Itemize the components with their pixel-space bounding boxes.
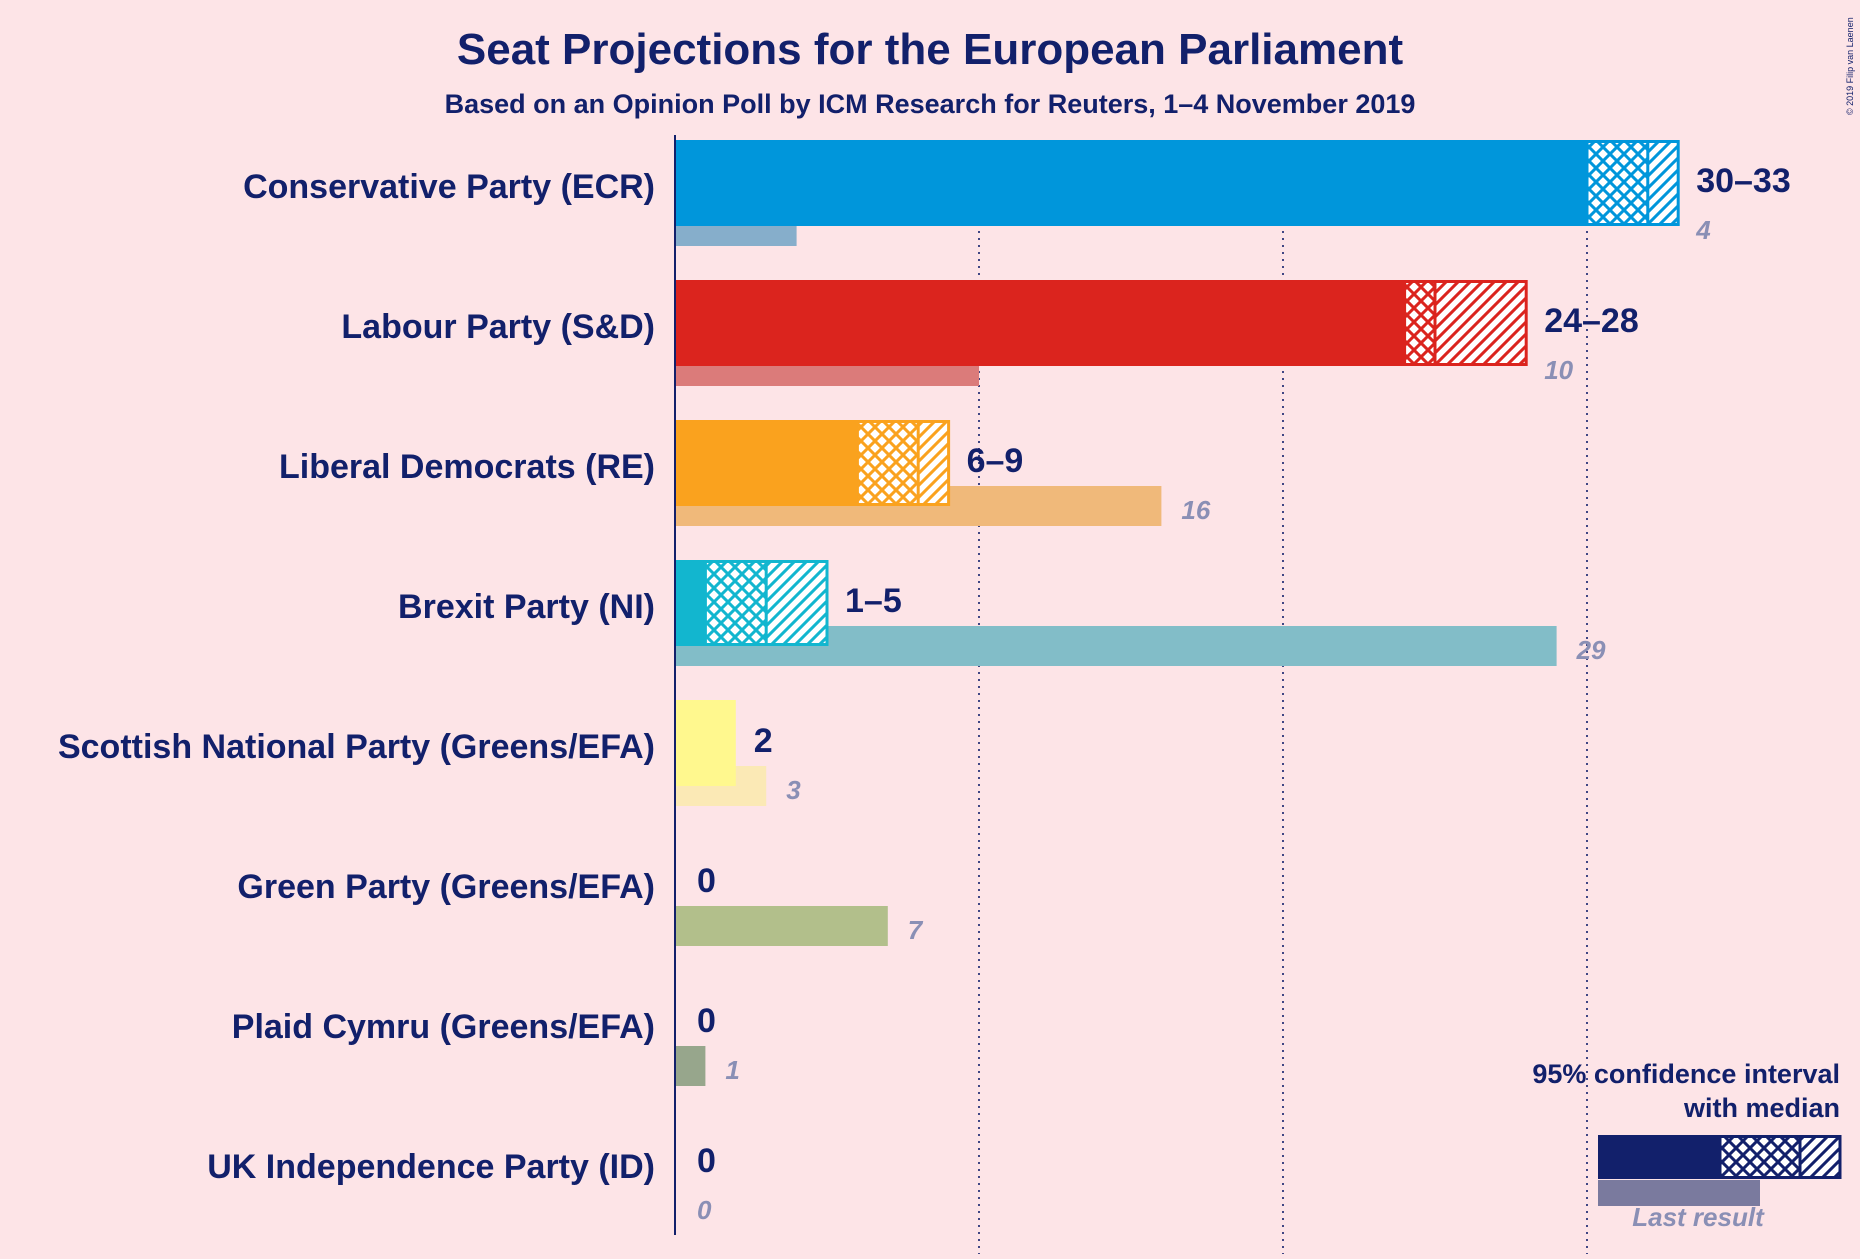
- ci-outline: [1403, 280, 1528, 366]
- ci-outline: [855, 420, 951, 506]
- copyright-notice: © 2019 Filip van Laenen: [1845, 17, 1855, 115]
- legend-ci-outline: [1718, 1135, 1842, 1179]
- chart-title: Seat Projections for the European Parlia…: [457, 25, 1404, 74]
- legend: 95% confidence interval with median Last…: [1532, 1059, 1842, 1232]
- chart-subtitle: Based on an Opinion Poll by ICM Research…: [445, 89, 1416, 119]
- last-result-label: 7: [908, 915, 924, 945]
- party-row: Brexit Party (NI) 1–5 29: [398, 560, 1606, 666]
- party-label: Brexit Party (NI): [398, 588, 655, 626]
- party-row: Conservative Party (ECR) 30–33 4: [243, 140, 1791, 246]
- ci-lower-segment: [1587, 143, 1648, 223]
- last-result-label: 3: [786, 775, 801, 805]
- projection-bar: [675, 280, 1405, 366]
- last-result-bar: [675, 906, 888, 946]
- party-row: Plaid Cymru (Greens/EFA) 01: [232, 1002, 740, 1086]
- legend-bar-swatch: [1598, 1135, 1720, 1179]
- party-label: Liberal Democrats (RE): [279, 448, 655, 486]
- ci-lower-segment: [705, 563, 767, 643]
- legend-last-result-label: Last result: [1632, 1202, 1765, 1232]
- last-result-label: 29: [1576, 635, 1606, 665]
- range-label: 1–5: [845, 582, 902, 620]
- range-label: 30–33: [1696, 162, 1791, 200]
- legend-ci-lower-swatch: [1720, 1137, 1800, 1177]
- range-label: 0: [697, 1142, 716, 1180]
- legend-ci-line1: 95% confidence interval: [1532, 1059, 1840, 1089]
- projection-bar: [675, 700, 736, 786]
- ci-outline: [1585, 140, 1680, 226]
- bars: Conservative Party (ECR) 30–33 4 Labour Par…: [58, 140, 1791, 1225]
- party-label: Green Party (Greens/EFA): [237, 868, 655, 906]
- party-label: Conservative Party (ECR): [243, 168, 655, 206]
- projection-bar: [675, 140, 1587, 226]
- projection-bar: [675, 420, 858, 506]
- party-row: Scottish National Party (Greens/EFA) 23: [58, 700, 801, 806]
- projection-bar: [675, 560, 706, 646]
- range-label: 0: [697, 862, 716, 900]
- last-result-label: 0: [697, 1195, 712, 1225]
- last-result-label: 16: [1181, 495, 1210, 525]
- party-label: Labour Party (S&D): [341, 308, 655, 346]
- party-row: Green Party (Greens/EFA) 0 7: [237, 862, 924, 946]
- ci-upper-segment: [766, 563, 827, 643]
- party-row: Liberal Democrats (RE) 6–9 16: [279, 420, 1211, 526]
- ci-lower-segment: [1404, 283, 1435, 363]
- ci-upper-segment: [1435, 283, 1527, 363]
- last-result-bar: [675, 1046, 706, 1086]
- legend-ci-line2: with median: [1683, 1093, 1840, 1123]
- last-result-label: 1: [725, 1055, 739, 1085]
- party-row: Labour Party (S&D) 24–28 10: [341, 280, 1639, 386]
- party-row: UK Independence Party (ID) 0 0: [207, 1142, 716, 1225]
- party-label: Scottish National Party (Greens/EFA): [58, 728, 655, 766]
- last-result-label: 10: [1544, 355, 1573, 385]
- legend-last-result-swatch: [1598, 1180, 1760, 1206]
- range-label: 24–28: [1544, 302, 1639, 340]
- range-label: 6–9: [967, 442, 1024, 480]
- range-label: 2: [754, 722, 773, 760]
- party-label: UK Independence Party (ID): [207, 1148, 655, 1186]
- range-label: 0: [697, 1002, 716, 1040]
- ci-upper-segment: [918, 423, 949, 503]
- party-label: Plaid Cymru (Greens/EFA): [232, 1008, 655, 1046]
- last-result-label: 4: [1695, 215, 1711, 245]
- ci-upper-segment: [1647, 143, 1679, 223]
- ci-lower-segment: [857, 423, 919, 503]
- legend-ci-upper-swatch: [1800, 1137, 1840, 1177]
